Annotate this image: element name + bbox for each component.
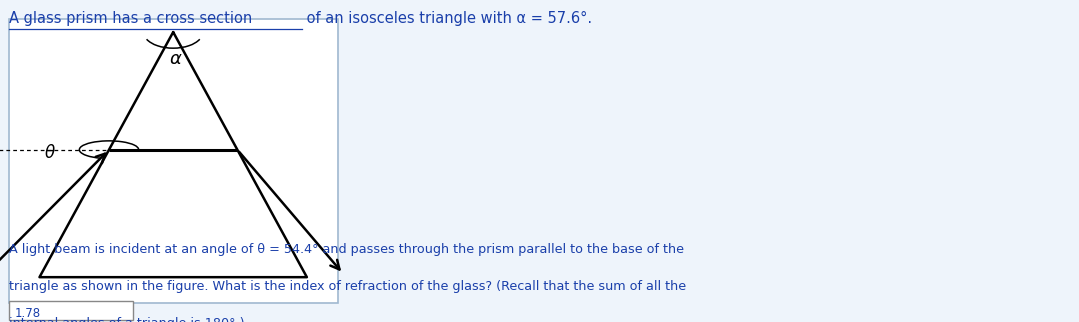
Text: of an isosceles triangle with α = 57.6°.: of an isosceles triangle with α = 57.6°.	[302, 11, 592, 26]
Text: 1.78: 1.78	[15, 307, 41, 320]
Bar	[9, 301, 133, 320]
Bar	[9, 19, 338, 303]
Text: $\theta$: $\theta$	[44, 144, 56, 162]
Text: A glass prism has a cross section: A glass prism has a cross section	[9, 11, 251, 26]
Text: triangle as shown in the figure. What is the index of refraction of the glass? (: triangle as shown in the figure. What is…	[9, 280, 686, 293]
Text: internal angles of a triangle is 180°.): internal angles of a triangle is 180°.)	[9, 317, 244, 322]
Text: $\alpha$: $\alpha$	[168, 51, 182, 69]
Text: A light beam is incident at an angle of θ = 54.4° and passes through the prism p: A light beam is incident at an angle of …	[9, 243, 684, 256]
